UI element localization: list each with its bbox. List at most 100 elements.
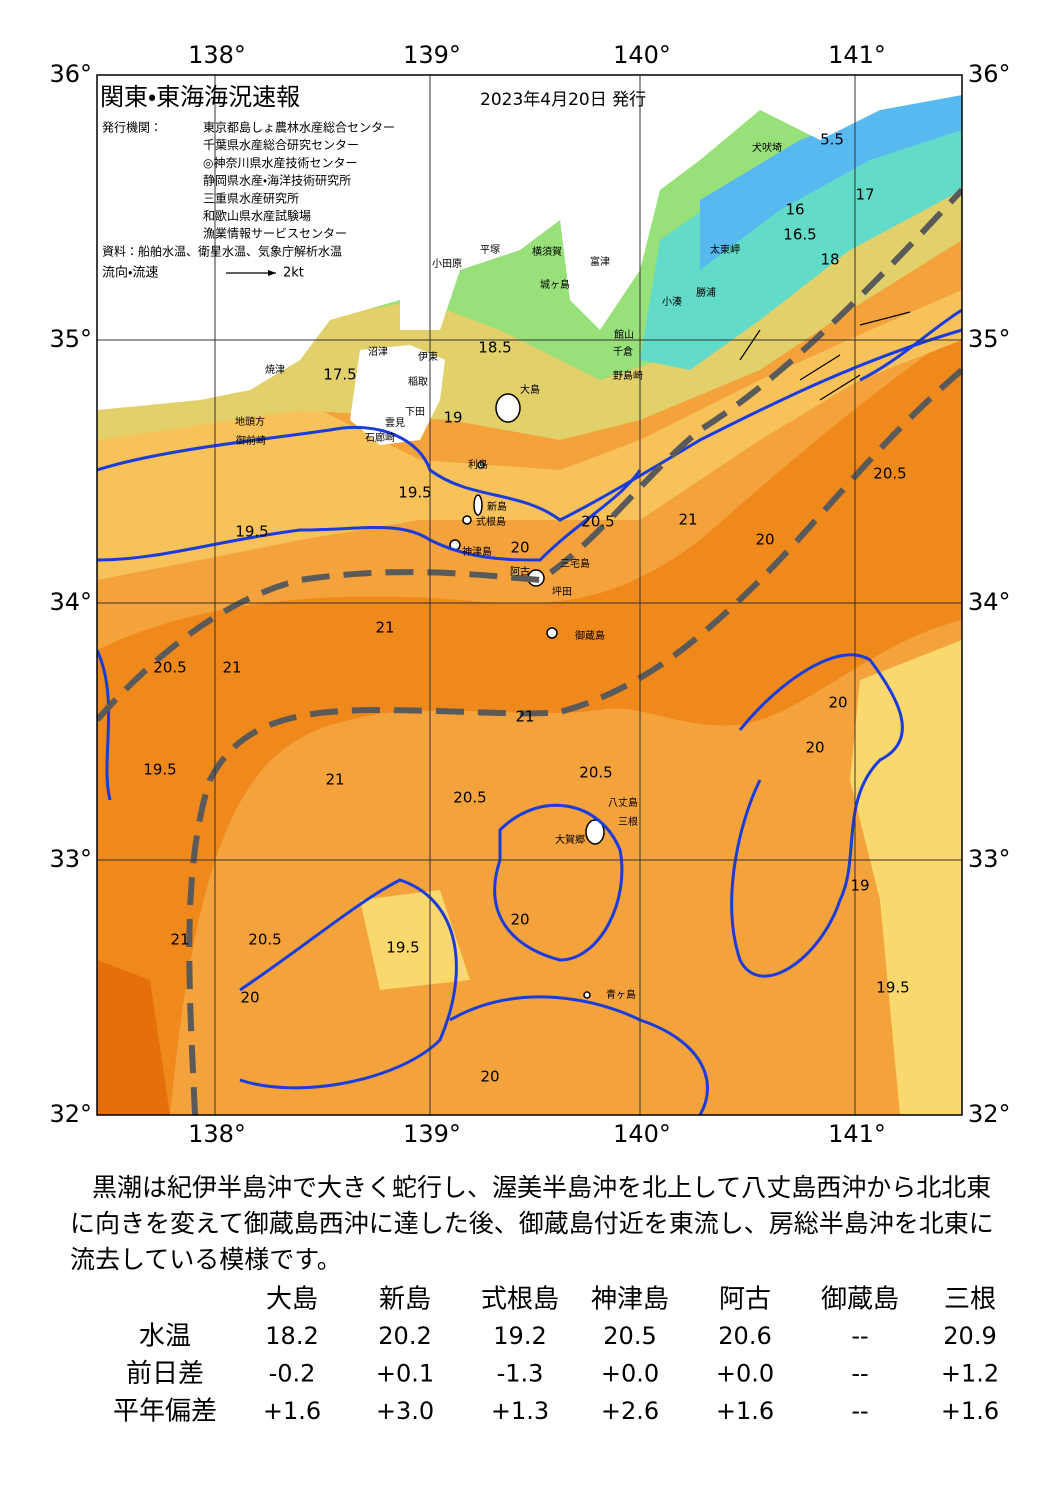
place-name: 小田原 bbox=[432, 258, 462, 270]
summary: 黒潮は紀伊半島沖で大きく蛇行し、渥美半島沖を北上して八丈島西沖から北北東に向きを… bbox=[70, 1173, 994, 1274]
lon-label: 141° bbox=[828, 1120, 886, 1148]
isotherm-label: 21 bbox=[325, 771, 344, 789]
graticule bbox=[97, 75, 962, 1115]
place-name: 大島 bbox=[520, 383, 540, 396]
isotherm-label: 21 bbox=[375, 619, 394, 637]
place-name: 大賀郷 bbox=[555, 833, 585, 846]
cell: -- bbox=[851, 1322, 868, 1350]
place-name: 太東岬 bbox=[710, 243, 740, 256]
lat-label: 36° bbox=[968, 60, 1011, 88]
row-label: 平年偏差 bbox=[113, 1397, 217, 1427]
isotherm-label: 19.5 bbox=[143, 761, 176, 779]
lat-label: 35° bbox=[49, 325, 92, 353]
cell: +3.0 bbox=[376, 1397, 434, 1425]
cool-water bbox=[850, 640, 962, 1115]
cell: -0.2 bbox=[269, 1360, 316, 1388]
place-name: 沼津 bbox=[368, 345, 388, 358]
place-name: 神津島 bbox=[462, 545, 492, 558]
place-name: 坪田 bbox=[552, 585, 572, 598]
isotherm-label: 20 bbox=[755, 531, 774, 549]
place-name: 平塚 bbox=[480, 244, 500, 256]
cell: +0.0 bbox=[716, 1360, 774, 1388]
legend-label: 流向・流速 bbox=[102, 265, 158, 281]
isotherm-label: 21 bbox=[678, 511, 697, 529]
place-name: 八丈島 bbox=[608, 796, 638, 809]
place-name: 千倉 bbox=[613, 346, 633, 358]
lon-label: 140° bbox=[613, 1120, 671, 1148]
data-source: 資料：船舶水温、衛星水温、気象庁解析水温 bbox=[102, 244, 342, 259]
place-name: 富津 bbox=[590, 255, 610, 268]
column-header: 御蔵島 bbox=[821, 1285, 899, 1315]
column-header: 式根島 bbox=[481, 1285, 559, 1315]
lat-label: 36° bbox=[49, 60, 92, 88]
issuer-name: 三重県水産研究所 bbox=[203, 191, 299, 205]
isotherm-label: 20 bbox=[480, 1068, 499, 1086]
cool-band bbox=[97, 170, 962, 440]
place-name: 御前崎 bbox=[236, 434, 266, 447]
land bbox=[97, 75, 962, 410]
isotherm-label: 16 bbox=[785, 201, 804, 219]
issuer-name: ◎神奈川県水産技術センター bbox=[203, 155, 357, 170]
column-header: 大島 bbox=[266, 1285, 318, 1315]
place-name: 阿古 bbox=[510, 565, 530, 578]
warm-water bbox=[97, 330, 962, 1115]
issuer-name: 静岡県水産・海洋技術研究所 bbox=[203, 173, 351, 188]
legend-arrowhead bbox=[268, 270, 276, 276]
place-name: 横須賀 bbox=[532, 245, 562, 258]
place-name: 三宅島 bbox=[560, 557, 590, 570]
isotherm-label: 19.5 bbox=[386, 939, 419, 957]
warmest-water bbox=[97, 960, 170, 1115]
islands bbox=[449, 393, 605, 999]
place-name: 野島崎 bbox=[613, 369, 643, 382]
isotherm-label: 18 bbox=[820, 251, 839, 269]
column-header: 三根 bbox=[944, 1285, 996, 1315]
isotherm-label: 19 bbox=[443, 409, 462, 427]
place-name: 地頭方 bbox=[235, 415, 265, 428]
lon-label: 138° bbox=[188, 1120, 246, 1148]
isotherm-label: 20 bbox=[240, 989, 259, 1007]
cell: -- bbox=[851, 1397, 868, 1425]
sea-temperature-map bbox=[97, 75, 962, 1115]
isotherm-label: 18.5 bbox=[478, 339, 511, 357]
title: 関東・東海海況速報 bbox=[100, 83, 300, 111]
place-name: 石廊崎 bbox=[365, 431, 395, 444]
isotherm-label: 20.5 bbox=[579, 764, 612, 782]
isotherm-label: 16.5 bbox=[783, 226, 816, 244]
cell: +1.6 bbox=[263, 1397, 321, 1425]
issuer-name: 東京都島しょ農林水産総合センター bbox=[203, 120, 395, 135]
place-name: 三根 bbox=[618, 815, 638, 828]
cell: 20.2 bbox=[378, 1322, 431, 1350]
issuer-name: 和歌山県水産試験場 bbox=[203, 208, 311, 223]
izu-peninsula bbox=[350, 345, 445, 445]
place-name: 小湊 bbox=[662, 295, 682, 308]
isotherm-label: 17.5 bbox=[323, 366, 356, 384]
place-name: 勝浦 bbox=[696, 286, 716, 299]
place-name: 青ヶ島 bbox=[606, 988, 636, 1001]
cool-band bbox=[97, 290, 962, 580]
lon-label: 139° bbox=[403, 1120, 461, 1148]
lat-label: 35° bbox=[968, 325, 1011, 353]
lon-label: 141° bbox=[828, 41, 886, 69]
place-name: 伊東 bbox=[418, 350, 438, 363]
current-arrows bbox=[739, 311, 911, 401]
lat-label: 34° bbox=[968, 588, 1011, 616]
row-label: 水温 bbox=[139, 1322, 191, 1352]
isotherm-label: 17 bbox=[855, 186, 874, 204]
place-name: 利島 bbox=[468, 458, 488, 471]
isotherm-label: 19.5 bbox=[398, 484, 431, 502]
place-name: 城ヶ島 bbox=[540, 278, 570, 291]
place-name: 新島 bbox=[487, 500, 507, 513]
column-header: 神津島 bbox=[591, 1285, 669, 1315]
cell: 18.2 bbox=[265, 1322, 318, 1350]
isotherm-label: 21 bbox=[222, 659, 241, 677]
cell: +0.1 bbox=[376, 1360, 434, 1388]
cell: 20.6 bbox=[718, 1322, 771, 1350]
issuer-name: 千葉県水産総合研究センター bbox=[203, 137, 359, 152]
column-header: 新島 bbox=[379, 1285, 431, 1315]
isotherm-label: 20 bbox=[510, 911, 529, 929]
isotherm-label: 20.5 bbox=[581, 513, 614, 531]
issue-date: 2023年4月20日 発行 bbox=[480, 90, 646, 110]
cold-water bbox=[640, 110, 962, 370]
place-name: 式根島 bbox=[476, 515, 506, 528]
